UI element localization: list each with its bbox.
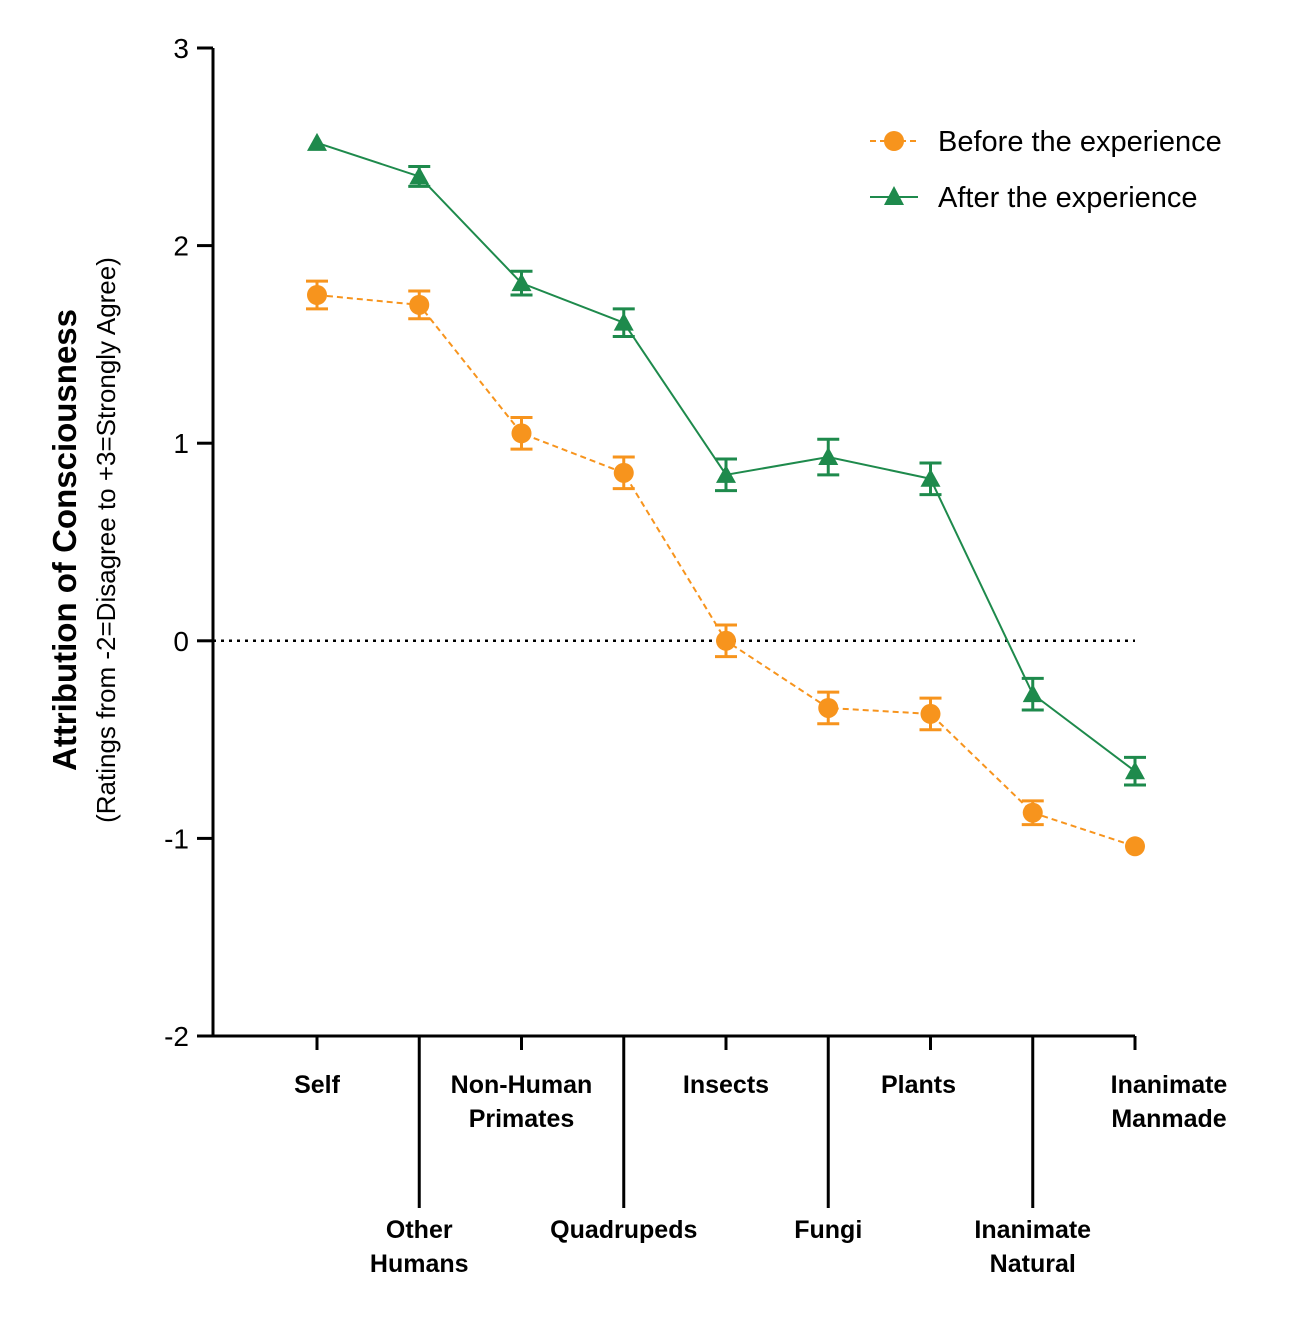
x-axis-categories: Self Other Humans Non-Human Primates Quadrupe… [294, 1036, 1227, 1278]
data-point [818, 447, 839, 466]
y-tick-label: 2 [173, 231, 189, 262]
x-category-label-line: Self [294, 1071, 341, 1099]
data-point [716, 464, 736, 483]
data-point [1022, 802, 1043, 823]
data-point [511, 273, 532, 292]
x-category-label-line: Inanimate [1111, 1071, 1228, 1099]
y-axis-ticks: 3 2 1 0 -1 -2 [164, 33, 213, 1052]
series-layer [306, 132, 1146, 857]
x-category-label: Fungi [794, 1216, 862, 1244]
data-point [716, 630, 736, 651]
legend-marker-circle [884, 131, 904, 151]
legend-label-after: After the experience [938, 182, 1198, 214]
data-point [409, 294, 430, 315]
y-axis-sublabel: (Ratings from -2=Disagree to +3=Strongly… [91, 257, 121, 823]
series-line [316, 294, 1136, 848]
x-category-label: Other Humans [370, 1216, 469, 1278]
x-category-label-line: Plants [881, 1071, 956, 1099]
y-tick-label: -2 [164, 1021, 189, 1052]
x-category-label: Inanimate Natural [974, 1216, 1091, 1278]
data-point [511, 423, 532, 444]
series-after [307, 132, 1146, 787]
x-category-label-line: Humans [370, 1250, 469, 1278]
series-before [306, 279, 1145, 857]
axes [211, 48, 1135, 1038]
x-category-label-line: Other [386, 1216, 453, 1244]
series-line [316, 141, 1136, 773]
data-point [307, 285, 327, 305]
x-category-label: Quadrupeds [550, 1216, 697, 1244]
data-point [920, 703, 941, 724]
legend: Before the experience After the experien… [870, 126, 1222, 214]
x-category-label: Non-Human Primates [451, 1071, 593, 1133]
data-point [1125, 836, 1145, 857]
x-category-label-line: Quadrupeds [550, 1216, 697, 1244]
data-point [1125, 761, 1145, 780]
x-category-label: Inanimate Manmade [1111, 1071, 1228, 1133]
x-category-label-line: Non-Human [451, 1071, 593, 1099]
x-category-label-line: Primates [469, 1105, 575, 1133]
y-tick-label: 3 [173, 33, 189, 64]
data-point [818, 697, 839, 718]
x-category-label: Insects [683, 1071, 769, 1099]
data-point [920, 468, 941, 487]
data-point [613, 312, 634, 331]
data-point [307, 132, 327, 151]
x-category-label: Plants [881, 1071, 956, 1099]
y-tick-label: 1 [173, 428, 189, 459]
x-category-label-line: Inanimate [974, 1216, 1091, 1244]
data-point [1022, 684, 1043, 703]
y-axis-title: Attribution of Consciousness (Ratings fr… [46, 257, 121, 823]
legend-item-after: After the experience [870, 182, 1198, 214]
x-category-label-line: Fungi [794, 1216, 862, 1244]
x-category-label-line: Natural [990, 1250, 1076, 1278]
data-point [409, 166, 430, 185]
data-point [613, 462, 634, 483]
y-tick-label: -1 [164, 823, 189, 854]
x-category-label-line: Insects [683, 1071, 769, 1099]
legend-marker-triangle [884, 186, 904, 205]
legend-label-before: Before the experience [938, 126, 1222, 158]
legend-item-before: Before the experience [870, 126, 1222, 158]
x-category-label-line: Manmade [1111, 1105, 1226, 1133]
x-category-label: Self [294, 1071, 341, 1099]
y-axis-label: Attribution of Consciousness [46, 309, 83, 771]
y-tick-label: 0 [173, 626, 189, 657]
